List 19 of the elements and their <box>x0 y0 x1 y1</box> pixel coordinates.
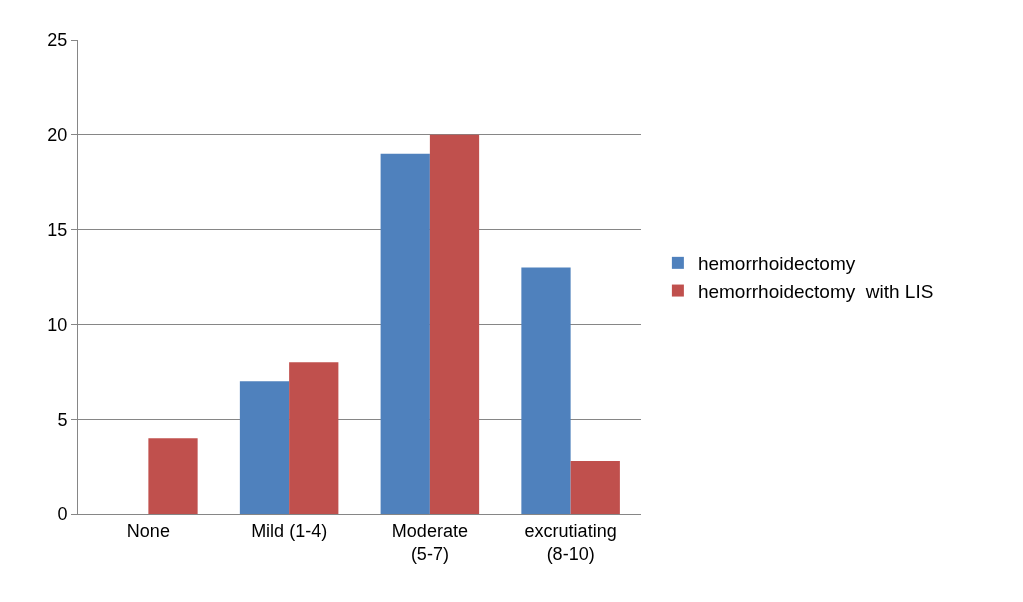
legend-label: hemorrhoidectomy with LIS <box>697 280 934 302</box>
x-tick-label: Mild (1-4) <box>251 520 328 541</box>
bar <box>570 460 620 514</box>
bar <box>521 267 571 514</box>
bar <box>429 134 480 514</box>
x-tick-label: excrutiating (8-10) <box>524 520 617 564</box>
bar <box>148 438 198 514</box>
legend-label: hemorrhoidectomy <box>697 253 856 275</box>
y-tick-label: 10 <box>47 314 68 335</box>
y-tick-label: 5 <box>57 409 68 430</box>
y-tick-label: 20 <box>47 125 68 146</box>
bar <box>239 381 290 514</box>
bar <box>289 362 339 514</box>
x-tick-label: Moderate (5-7) <box>391 520 468 564</box>
y-tick-label: 25 <box>47 30 68 51</box>
y-tick-label: 0 <box>57 504 68 525</box>
bar <box>380 153 430 514</box>
x-tick-label: None <box>126 520 170 541</box>
y-tick-label: 15 <box>47 219 68 240</box>
